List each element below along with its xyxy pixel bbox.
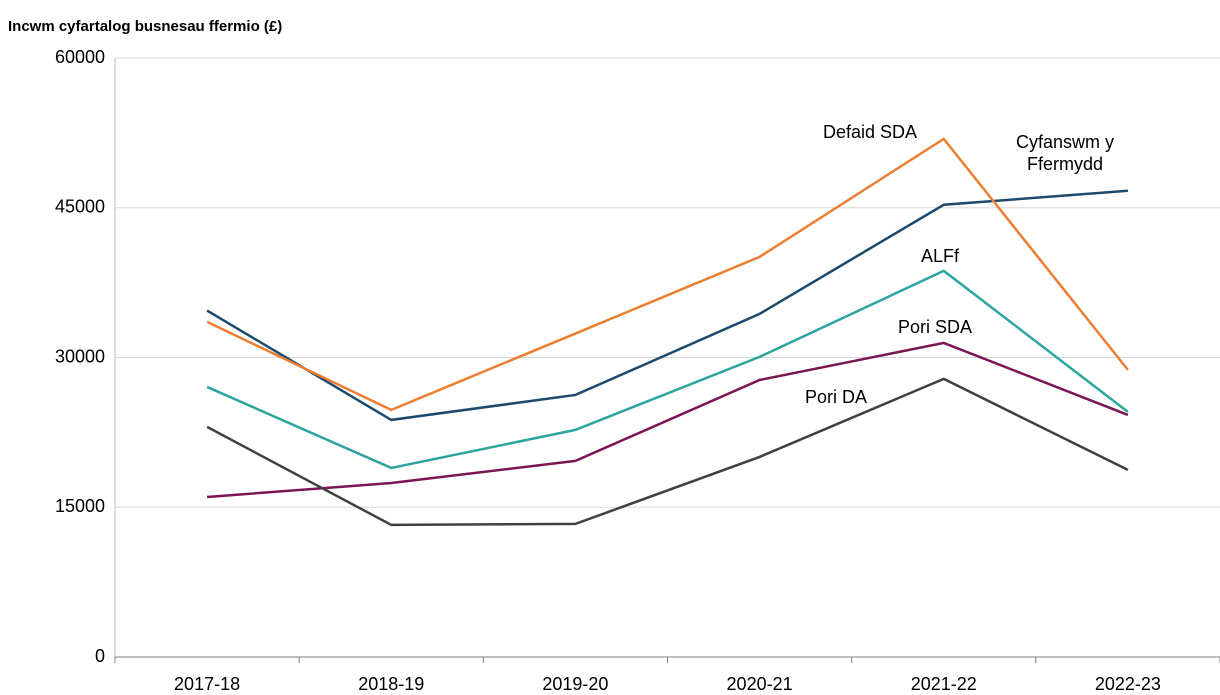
- x-tick-label: 2021-22: [911, 674, 977, 694]
- series-label: Pori SDA: [898, 317, 972, 337]
- series-label-line: Ffermydd: [1027, 154, 1103, 174]
- y-tick-label: 0: [95, 646, 105, 666]
- x-tick-label: 2022-23: [1095, 674, 1161, 694]
- x-tick-label: 2019-20: [542, 674, 608, 694]
- y-tick-label: 60000: [55, 47, 105, 67]
- series-label: Defaid SDA: [823, 122, 917, 142]
- y-tick-label: 15000: [55, 496, 105, 516]
- x-tick-label: 2018-19: [358, 674, 424, 694]
- x-tick-label: 2020-21: [727, 674, 793, 694]
- series-label-line: Cyfanswm y: [1016, 132, 1114, 152]
- series-label: Pori DA: [805, 387, 867, 407]
- series-line: [206, 377, 1129, 527]
- chart-title: Incwm cyfartalog busnesau ffermio (£): [8, 18, 282, 35]
- y-tick-label: 45000: [55, 197, 105, 217]
- series-line: [206, 137, 1129, 412]
- series-label: ALFf: [921, 246, 960, 266]
- x-tick-label: 2017-18: [174, 674, 240, 694]
- series-line: [206, 341, 1129, 499]
- series-label: Cyfanswm y Ffermydd: [1016, 132, 1114, 174]
- series-line: [206, 269, 1129, 470]
- series-line: [206, 189, 1129, 422]
- y-tick-label: 30000: [55, 346, 105, 366]
